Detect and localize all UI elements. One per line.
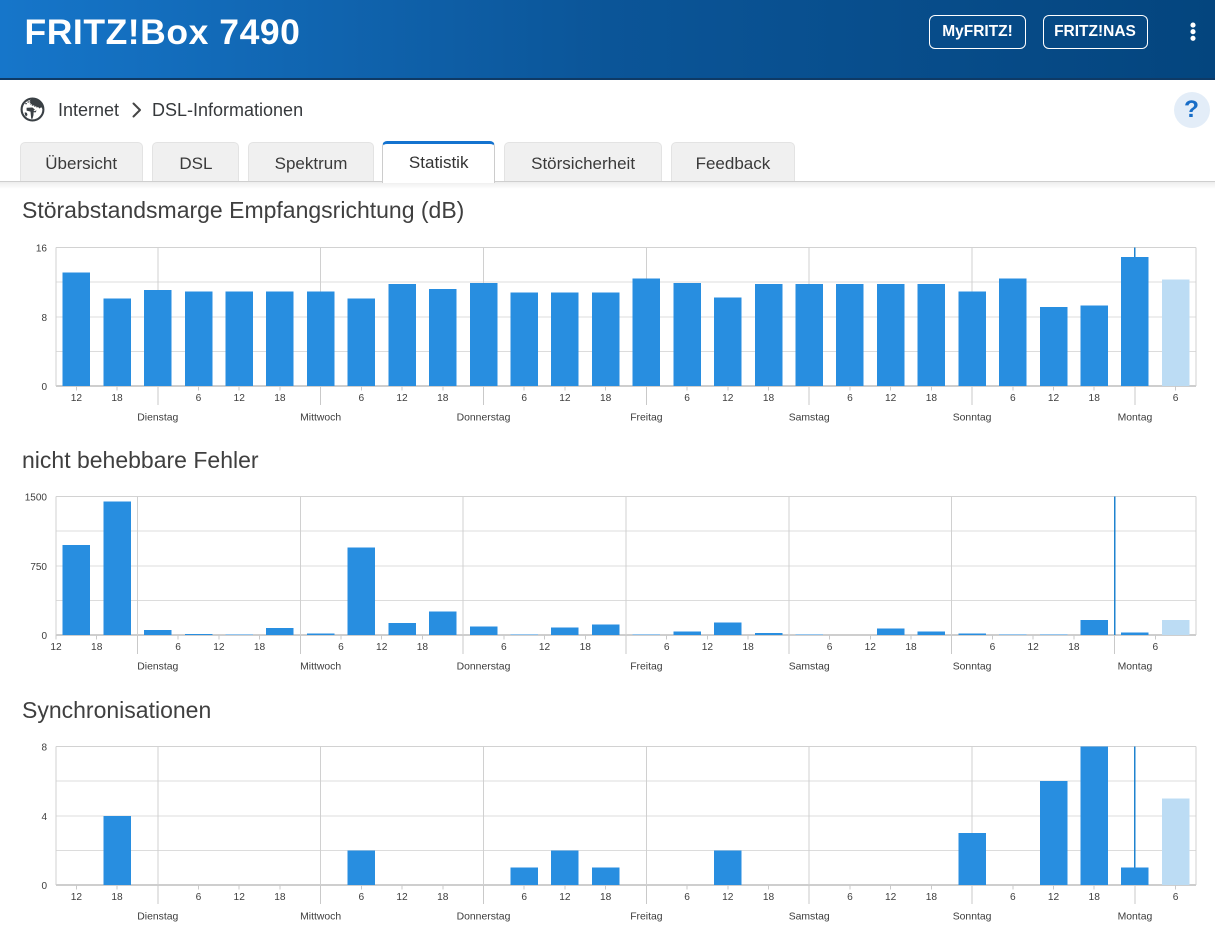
svg-text:12: 12 <box>1027 642 1039 653</box>
svg-text:6: 6 <box>684 892 690 903</box>
svg-text:Donnerstag: Donnerstag <box>457 662 511 673</box>
svg-text:12: 12 <box>376 642 388 653</box>
svg-text:18: 18 <box>274 892 286 903</box>
svg-text:18: 18 <box>926 892 938 903</box>
svg-text:18: 18 <box>91 642 103 653</box>
svg-text:18: 18 <box>437 892 449 903</box>
svg-text:6: 6 <box>359 892 365 903</box>
svg-text:Donnerstag: Donnerstag <box>457 413 511 424</box>
svg-text:1500: 1500 <box>25 493 48 504</box>
svg-text:12: 12 <box>1048 892 1060 903</box>
svg-text:8: 8 <box>41 313 47 324</box>
svg-text:0: 0 <box>41 382 47 393</box>
svg-text:6: 6 <box>1010 393 1016 404</box>
svg-text:6: 6 <box>827 642 833 653</box>
svg-text:18: 18 <box>763 393 775 404</box>
svg-text:12: 12 <box>396 892 408 903</box>
svg-text:6: 6 <box>684 393 690 404</box>
svg-text:750: 750 <box>30 562 47 573</box>
svg-text:12: 12 <box>50 642 62 653</box>
svg-text:Dienstag: Dienstag <box>137 912 178 923</box>
svg-text:12: 12 <box>71 892 83 903</box>
svg-text:Dienstag: Dienstag <box>137 413 178 424</box>
svg-text:12: 12 <box>559 892 571 903</box>
svg-text:18: 18 <box>254 642 266 653</box>
svg-text:12: 12 <box>1048 393 1060 404</box>
svg-text:Montag: Montag <box>1118 413 1153 424</box>
svg-text:18: 18 <box>580 642 592 653</box>
svg-text:6: 6 <box>501 642 507 653</box>
svg-text:12: 12 <box>722 892 734 903</box>
svg-text:12: 12 <box>559 393 571 404</box>
svg-text:12: 12 <box>702 642 714 653</box>
svg-text:Samstag: Samstag <box>789 413 830 424</box>
svg-text:6: 6 <box>175 642 181 653</box>
svg-text:12: 12 <box>234 892 246 903</box>
svg-text:18: 18 <box>111 892 123 903</box>
svg-text:18: 18 <box>763 892 775 903</box>
svg-text:6: 6 <box>196 393 202 404</box>
svg-text:Donnerstag: Donnerstag <box>457 912 511 923</box>
svg-text:18: 18 <box>437 393 449 404</box>
svg-text:4: 4 <box>41 812 47 823</box>
svg-text:0: 0 <box>41 881 47 892</box>
svg-text:Samstag: Samstag <box>789 662 830 673</box>
svg-text:12: 12 <box>71 393 83 404</box>
svg-text:Montag: Montag <box>1118 912 1153 923</box>
svg-text:6: 6 <box>359 393 365 404</box>
svg-text:18: 18 <box>926 393 938 404</box>
svg-text:6: 6 <box>1010 892 1016 903</box>
svg-text:Mittwoch: Mittwoch <box>300 662 341 673</box>
svg-text:12: 12 <box>865 642 877 653</box>
svg-text:6: 6 <box>1173 393 1179 404</box>
svg-text:12: 12 <box>213 642 225 653</box>
svg-text:6: 6 <box>1173 892 1179 903</box>
svg-text:18: 18 <box>111 393 123 404</box>
svg-text:Sonntag: Sonntag <box>953 912 992 923</box>
svg-text:18: 18 <box>417 642 429 653</box>
svg-text:6: 6 <box>521 393 527 404</box>
svg-text:18: 18 <box>600 393 612 404</box>
svg-text:0: 0 <box>41 631 47 642</box>
svg-text:Samstag: Samstag <box>789 912 830 923</box>
svg-text:12: 12 <box>885 393 897 404</box>
svg-text:18: 18 <box>1068 642 1080 653</box>
svg-text:18: 18 <box>600 892 612 903</box>
svg-text:18: 18 <box>905 642 917 653</box>
svg-text:Sonntag: Sonntag <box>953 413 992 424</box>
svg-text:Mittwoch: Mittwoch <box>300 912 341 923</box>
svg-text:16: 16 <box>36 244 48 255</box>
svg-text:6: 6 <box>521 892 527 903</box>
svg-text:18: 18 <box>742 642 754 653</box>
svg-text:Freitag: Freitag <box>630 662 663 673</box>
svg-text:12: 12 <box>234 393 246 404</box>
svg-text:12: 12 <box>885 892 897 903</box>
svg-text:6: 6 <box>990 642 996 653</box>
svg-text:Freitag: Freitag <box>630 912 663 923</box>
svg-text:12: 12 <box>539 642 551 653</box>
svg-text:18: 18 <box>1089 892 1101 903</box>
svg-text:6: 6 <box>196 892 202 903</box>
svg-text:6: 6 <box>847 393 853 404</box>
svg-text:18: 18 <box>1089 393 1101 404</box>
svg-text:12: 12 <box>722 393 734 404</box>
svg-text:Freitag: Freitag <box>630 413 663 424</box>
svg-text:18: 18 <box>274 393 286 404</box>
svg-text:8: 8 <box>41 743 47 754</box>
svg-text:Mittwoch: Mittwoch <box>300 413 341 424</box>
svg-text:6: 6 <box>338 642 344 653</box>
svg-text:6: 6 <box>847 892 853 903</box>
svg-text:12: 12 <box>396 393 408 404</box>
svg-text:Sonntag: Sonntag <box>953 662 992 673</box>
svg-text:Dienstag: Dienstag <box>137 662 178 673</box>
svg-text:6: 6 <box>1152 642 1158 653</box>
svg-text:6: 6 <box>664 642 670 653</box>
svg-text:Montag: Montag <box>1118 662 1153 673</box>
